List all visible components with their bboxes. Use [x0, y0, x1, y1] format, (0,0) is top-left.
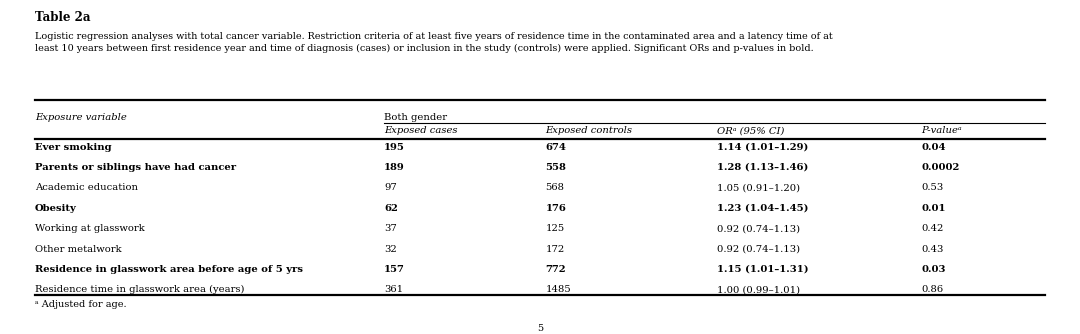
- Text: Exposed controls: Exposed controls: [545, 127, 633, 136]
- Text: 157: 157: [384, 265, 405, 274]
- Text: 125: 125: [545, 224, 565, 233]
- Text: 1485: 1485: [545, 285, 571, 294]
- Text: 1.15 (1.01–1.31): 1.15 (1.01–1.31): [717, 265, 809, 274]
- Text: 0.92 (0.74–1.13): 0.92 (0.74–1.13): [717, 224, 800, 233]
- Text: 1.00 (0.99–1.01): 1.00 (0.99–1.01): [717, 285, 800, 294]
- Text: 0.03: 0.03: [921, 265, 946, 274]
- Text: P-valueᵃ: P-valueᵃ: [921, 127, 962, 136]
- Text: Exposure variable: Exposure variable: [35, 113, 126, 122]
- Text: Both gender: Both gender: [384, 113, 447, 122]
- Text: Exposed cases: Exposed cases: [384, 127, 458, 136]
- Text: 176: 176: [545, 204, 566, 213]
- Text: 0.86: 0.86: [921, 285, 944, 294]
- Text: Other metalwork: Other metalwork: [35, 244, 122, 254]
- Text: 1.05 (0.91–1.20): 1.05 (0.91–1.20): [717, 183, 800, 192]
- Text: 195: 195: [384, 143, 405, 152]
- Text: 674: 674: [545, 143, 566, 152]
- Text: 97: 97: [384, 183, 397, 192]
- Text: ORᵃ (95% CI): ORᵃ (95% CI): [717, 127, 785, 136]
- Text: Obesity: Obesity: [35, 204, 77, 213]
- Text: Residence time in glasswork area (years): Residence time in glasswork area (years): [35, 285, 244, 295]
- Text: Academic education: Academic education: [35, 183, 138, 192]
- Text: 0.92 (0.74–1.13): 0.92 (0.74–1.13): [717, 244, 800, 254]
- Text: 1.28 (1.13–1.46): 1.28 (1.13–1.46): [717, 163, 809, 172]
- Text: Residence in glasswork area before age of 5 yrs: Residence in glasswork area before age o…: [35, 265, 303, 274]
- Text: Working at glasswork: Working at glasswork: [35, 224, 145, 233]
- Text: 568: 568: [545, 183, 565, 192]
- Text: Parents or siblings have had cancer: Parents or siblings have had cancer: [35, 163, 237, 172]
- Text: 32: 32: [384, 244, 397, 254]
- Text: 1.14 (1.01–1.29): 1.14 (1.01–1.29): [717, 143, 809, 152]
- Text: 0.53: 0.53: [921, 183, 944, 192]
- Text: 0.01: 0.01: [921, 204, 946, 213]
- Text: 1.23 (1.04–1.45): 1.23 (1.04–1.45): [717, 204, 809, 213]
- Text: Table 2a: Table 2a: [35, 10, 91, 23]
- Text: 37: 37: [384, 224, 397, 233]
- Text: 172: 172: [545, 244, 565, 254]
- Text: Logistic regression analyses with total cancer variable. Restriction criteria of: Logistic regression analyses with total …: [35, 32, 833, 53]
- Text: 189: 189: [384, 163, 405, 172]
- Text: 0.04: 0.04: [921, 143, 946, 152]
- Text: 0.43: 0.43: [921, 244, 944, 254]
- Text: 5: 5: [537, 324, 543, 333]
- Text: 361: 361: [384, 285, 403, 294]
- Text: 772: 772: [545, 265, 566, 274]
- Text: Ever smoking: Ever smoking: [35, 143, 111, 152]
- Text: ᵃ Adjusted for age.: ᵃ Adjusted for age.: [35, 300, 126, 309]
- Text: 0.42: 0.42: [921, 224, 944, 233]
- Text: 0.0002: 0.0002: [921, 163, 960, 172]
- Text: 62: 62: [384, 204, 399, 213]
- Text: 558: 558: [545, 163, 566, 172]
